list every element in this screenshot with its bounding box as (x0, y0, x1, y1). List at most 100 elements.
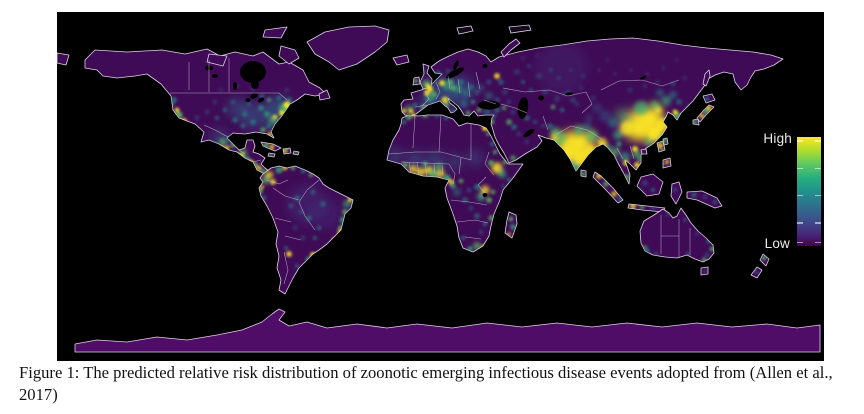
risk-hotspot (535, 54, 539, 58)
risk-hotspot (264, 111, 270, 117)
risk-hotspot (269, 153, 273, 157)
risk-hotspot (310, 189, 316, 195)
risk-hotspot (204, 109, 210, 115)
risk-hotspot (632, 146, 638, 152)
risk-hotspot (468, 205, 474, 211)
risk-hotspot (412, 102, 418, 108)
risk-hotspot (428, 169, 438, 179)
risk-hotspot (416, 167, 426, 177)
risk-hotspot (439, 80, 445, 86)
risk-hotspot (492, 149, 498, 155)
risk-hotspot (260, 168, 266, 174)
risk-hotspot (260, 127, 266, 133)
risk-hotspot (470, 99, 476, 105)
risk-hotspot (654, 79, 660, 85)
risk-hotspot (532, 119, 538, 125)
risk-hotspot (691, 192, 697, 198)
risk-hotspot (653, 251, 659, 257)
risk-hotspot (605, 58, 609, 62)
black-sea (478, 100, 500, 110)
risk-hotspot (574, 125, 584, 135)
colorbar-tick (797, 194, 803, 197)
risk-hotspot (754, 270, 758, 274)
risk-hotspot (240, 123, 246, 129)
risk-hotspot (275, 166, 283, 174)
risk-hotspot (232, 117, 238, 123)
risk-hotspot (446, 69, 450, 73)
risk-hotspot (485, 92, 493, 100)
risk-hotspot (702, 194, 708, 200)
risk-hotspot (242, 111, 248, 117)
svalbard (456, 25, 474, 35)
risk-hotspot (483, 108, 491, 116)
risk-hotspot (661, 66, 665, 70)
risk-hotspot (613, 72, 617, 76)
landmass-antarctica (74, 308, 821, 353)
risk-hotspot (642, 180, 648, 186)
colorbar-tick (815, 140, 821, 142)
risk-hotspot (583, 123, 591, 131)
risk-hotspot (506, 99, 512, 105)
risk-hotspot (516, 131, 522, 137)
risk-hotspot (657, 143, 663, 149)
great-lakes-east (257, 97, 265, 103)
colorbar-tick (797, 241, 803, 244)
legend-colorbar (797, 137, 821, 246)
risk-hotspot (298, 209, 304, 215)
novaya-zemlya (500, 38, 521, 58)
risk-hotspot (460, 100, 468, 108)
risk-hotspot (486, 79, 492, 85)
risk-hotspot (448, 79, 454, 85)
risk-hotspot (695, 232, 699, 236)
risk-hotspot (467, 150, 483, 166)
risk-hotspot (306, 215, 312, 221)
risk-hotspot (292, 225, 298, 231)
risk-hotspot (692, 119, 698, 125)
risk-hotspot (686, 252, 690, 256)
risk-hotspot (300, 168, 306, 174)
risk-hotspot (262, 176, 270, 184)
risk-hotspot (494, 73, 500, 79)
risk-hotspot (706, 105, 712, 111)
risk-hotspot (284, 246, 288, 250)
risk-hotspot (536, 73, 542, 79)
risk-hotspot (506, 119, 512, 125)
risk-hotspot (661, 96, 671, 106)
risk-hotspot (468, 84, 474, 90)
risk-hotspot (465, 110, 471, 116)
risk-hotspot (259, 93, 265, 99)
risk-hotspot (480, 185, 490, 195)
lake-balkhash (565, 92, 573, 96)
risk-hotspot (514, 69, 520, 75)
risk-hotspot (712, 199, 718, 205)
risk-hotspot (524, 115, 530, 121)
risk-hotspot (580, 73, 586, 79)
legend-low-label: Low (764, 236, 790, 251)
gulf-of-bothnia (453, 60, 459, 70)
risk-hotspot (676, 99, 682, 105)
risk-hotspot (620, 121, 634, 135)
risk-hotspot (462, 89, 470, 97)
risk-hotspot (308, 172, 314, 178)
great-slave-lake (212, 74, 218, 78)
risk-hotspot (286, 97, 292, 103)
risk-hotspot (550, 104, 556, 110)
risk-hotspot (266, 97, 272, 103)
risk-hotspot (526, 63, 532, 69)
risk-hotspot (272, 114, 278, 120)
risk-hotspot (218, 87, 224, 93)
risk-hotspot (466, 187, 472, 193)
risk-hotspot (559, 107, 565, 113)
risk-hotspot (569, 68, 573, 72)
world-risk-map (57, 12, 824, 361)
colorbar-tick (797, 140, 803, 142)
risk-hotspot (474, 213, 480, 219)
risk-hotspot (230, 99, 236, 105)
hainan (640, 148, 648, 155)
great-lakes-west (245, 98, 251, 102)
risk-hotspot (639, 204, 645, 210)
colorbar-tick (815, 194, 821, 197)
risk-hotspot (592, 103, 602, 113)
risk-hotspot (294, 151, 298, 155)
risk-hotspot (473, 242, 481, 250)
